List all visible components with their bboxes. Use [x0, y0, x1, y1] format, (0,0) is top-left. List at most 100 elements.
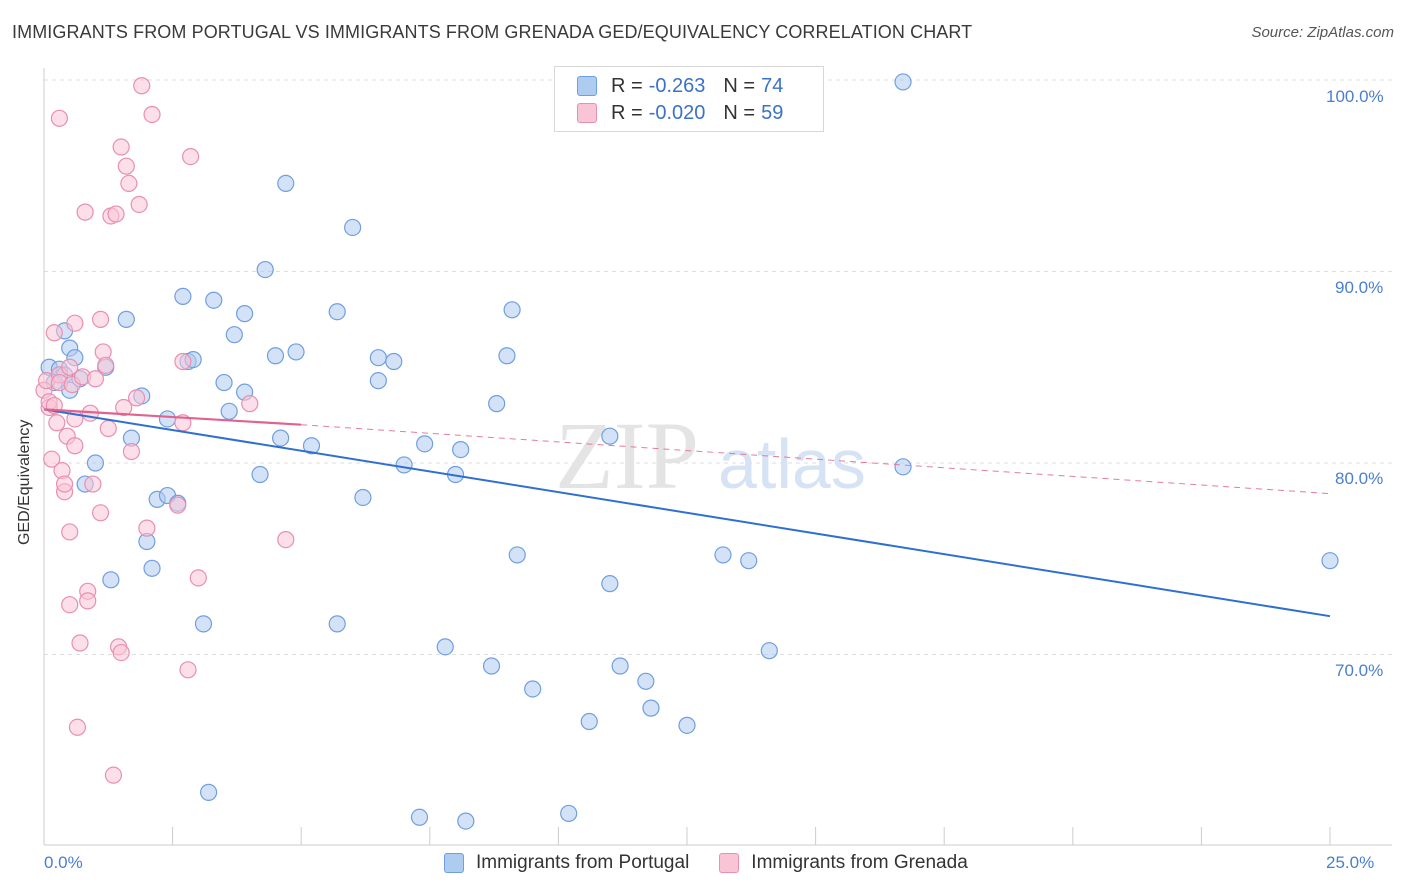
point-portugal: [385, 352, 403, 371]
legend-r-value: -0.020: [648, 101, 706, 124]
point-grenada: [241, 395, 259, 413]
point-grenada: [130, 195, 148, 214]
point-grenada: [61, 358, 79, 376]
point-portugal: [678, 716, 696, 734]
legend-swatch-grenada: [577, 103, 597, 123]
point-portugal: [1321, 552, 1339, 570]
point-grenada: [76, 203, 94, 221]
legend-swatch-portugal: [444, 853, 464, 873]
point-portugal: [894, 458, 912, 476]
point-portugal: [287, 343, 305, 361]
point-grenada: [107, 205, 125, 223]
source-label: Source: ZipAtlas.com: [1251, 24, 1394, 41]
point-grenada: [61, 596, 79, 614]
point-portugal: [266, 347, 285, 365]
point-portugal: [498, 347, 516, 365]
point-grenada: [127, 389, 146, 407]
point-portugal: [395, 456, 413, 474]
legend-row-portugal: R = -0.263 N = 74: [577, 73, 783, 99]
legend-label-portugal: Immigrants from Portugal: [476, 852, 690, 873]
point-grenada: [182, 148, 200, 166]
trend-line-grenada-extension: [301, 424, 1331, 495]
point-grenada: [48, 414, 66, 432]
point-portugal: [102, 571, 120, 589]
point-grenada: [79, 592, 97, 610]
trend-line-grenada: [43, 408, 302, 426]
watermark-atlas: atlas: [718, 425, 866, 503]
point-portugal: [369, 372, 387, 390]
point-portugal: [205, 291, 223, 309]
point-grenada: [55, 475, 74, 493]
point-portugal: [225, 326, 243, 344]
point-portugal: [277, 174, 295, 193]
point-portugal: [580, 712, 598, 731]
point-portugal: [436, 638, 454, 656]
point-portugal: [200, 783, 218, 801]
point-portugal: [760, 642, 778, 660]
chart-title: IMMIGRANTS FROM PORTUGAL VS IMMIGRANTS F…: [12, 22, 973, 42]
point-grenada: [68, 718, 87, 736]
point-grenada: [84, 475, 102, 493]
point-portugal: [194, 615, 213, 633]
point-portugal: [272, 429, 290, 447]
point-portugal: [328, 303, 346, 321]
point-grenada: [277, 530, 295, 549]
point-portugal: [740, 552, 758, 570]
point-portugal: [601, 427, 619, 445]
stats-legend: R = -0.263 N = 74 R = -0.020 N = 59: [554, 66, 824, 132]
legend-swatch-grenada: [719, 853, 740, 873]
point-portugal: [488, 395, 506, 413]
point-grenada: [169, 496, 187, 514]
point-grenada: [120, 174, 138, 193]
point-portugal: [508, 546, 526, 564]
legend-n-value: 59: [761, 101, 784, 124]
point-grenada: [91, 310, 110, 328]
point-grenada: [122, 442, 141, 461]
point-grenada: [99, 419, 117, 438]
point-grenada: [133, 77, 151, 95]
y-tick-label-90: 90.0%: [1335, 278, 1384, 297]
point-portugal: [251, 465, 269, 484]
series-legend: Immigrants from Portugal Immigrants from…: [444, 852, 998, 874]
watermark: ZIP atlas: [555, 402, 866, 509]
legend-n-label: N =: [723, 101, 756, 124]
point-portugal: [220, 402, 238, 420]
point-portugal: [215, 373, 233, 392]
point-grenada: [179, 661, 197, 679]
point-grenada: [143, 105, 161, 124]
point-portugal: [416, 435, 434, 453]
legend-item-grenada[interactable]: Immigrants from Grenada: [719, 852, 968, 874]
point-portugal: [894, 73, 912, 91]
point-portugal: [410, 808, 429, 826]
point-grenada: [45, 324, 63, 342]
legend-label-grenada: Immigrants from Grenada: [751, 852, 968, 873]
point-grenada: [112, 643, 130, 662]
point-portugal: [344, 218, 362, 237]
point-grenada: [104, 766, 123, 784]
trend-lines: [43, 408, 1331, 618]
x-axis-min-label: 0.0%: [44, 853, 83, 872]
legend-n-label: N =: [723, 74, 756, 97]
point-grenada: [174, 352, 192, 371]
legend-r-value: -0.263: [648, 74, 706, 97]
point-portugal: [302, 437, 321, 455]
grid-lines: [44, 79, 1392, 655]
y-tick-label-80: 80.0%: [1335, 469, 1384, 488]
point-portugal: [637, 672, 655, 690]
point-grenada: [66, 314, 84, 332]
legend-item-portugal[interactable]: Immigrants from Portugal: [444, 852, 689, 874]
y-tick-label-100: 100.0%: [1326, 87, 1384, 106]
point-portugal: [457, 812, 475, 830]
point-grenada: [91, 504, 110, 522]
point-portugal: [354, 488, 372, 507]
x-axis-max-label: 25.0%: [1326, 853, 1375, 872]
point-grenada: [71, 634, 89, 652]
point-portugal: [143, 559, 161, 577]
point-grenada: [50, 109, 69, 127]
trend-line-portugal: [43, 408, 1331, 618]
point-portugal: [642, 699, 660, 717]
point-portugal: [86, 454, 105, 472]
point-portugal: [158, 410, 177, 428]
point-portugal: [256, 260, 274, 279]
